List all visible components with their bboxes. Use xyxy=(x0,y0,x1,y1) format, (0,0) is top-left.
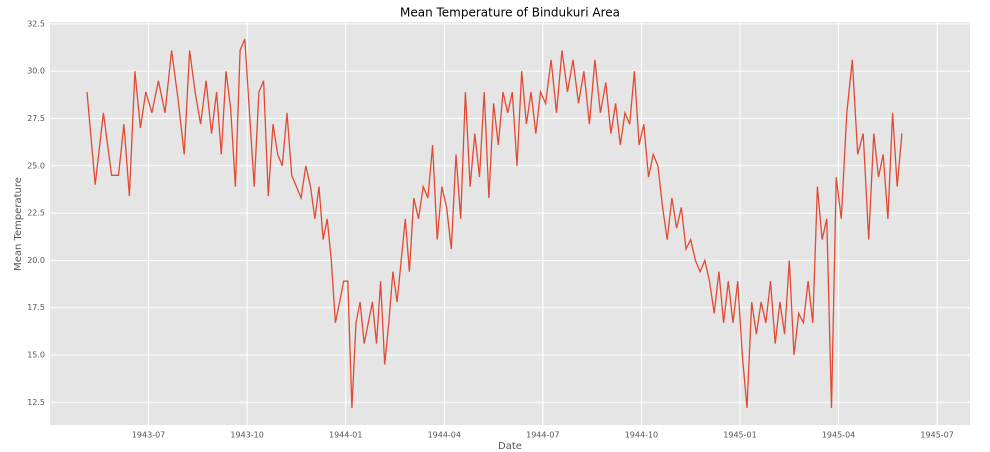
y-tick-label: 20.0 xyxy=(27,256,45,265)
y-axis-label: Mean Temperature xyxy=(13,177,24,271)
x-tick-label: 1944-07 xyxy=(526,431,559,440)
x-tick-label: 1944-01 xyxy=(329,431,362,440)
y-tick-label: 27.5 xyxy=(27,114,45,123)
y-tick-label: 15.0 xyxy=(27,350,45,359)
y-tick-label: 22.5 xyxy=(27,209,45,218)
y-tick-label: 12.5 xyxy=(27,398,45,407)
x-tick-label: 1944-04 xyxy=(428,431,461,440)
x-tick-label: 1943-07 xyxy=(132,431,165,440)
x-tick-label: 1943-10 xyxy=(230,431,263,440)
x-tick-label: 1945-07 xyxy=(920,431,953,440)
y-tick-label: 25.0 xyxy=(27,161,45,170)
chart-title: Mean Temperature of Bindukuri Area xyxy=(400,6,620,20)
y-tick-label: 17.5 xyxy=(27,303,45,312)
y-tick-label: 32.5 xyxy=(27,19,45,28)
y-tick-label: 30.0 xyxy=(27,67,45,76)
x-tick-label: 1945-01 xyxy=(723,431,756,440)
x-tick-label: 1945-04 xyxy=(822,431,855,440)
x-tick-label: 1944-10 xyxy=(625,431,658,440)
x-axis-label: Date xyxy=(498,441,522,452)
data-line xyxy=(86,38,903,409)
